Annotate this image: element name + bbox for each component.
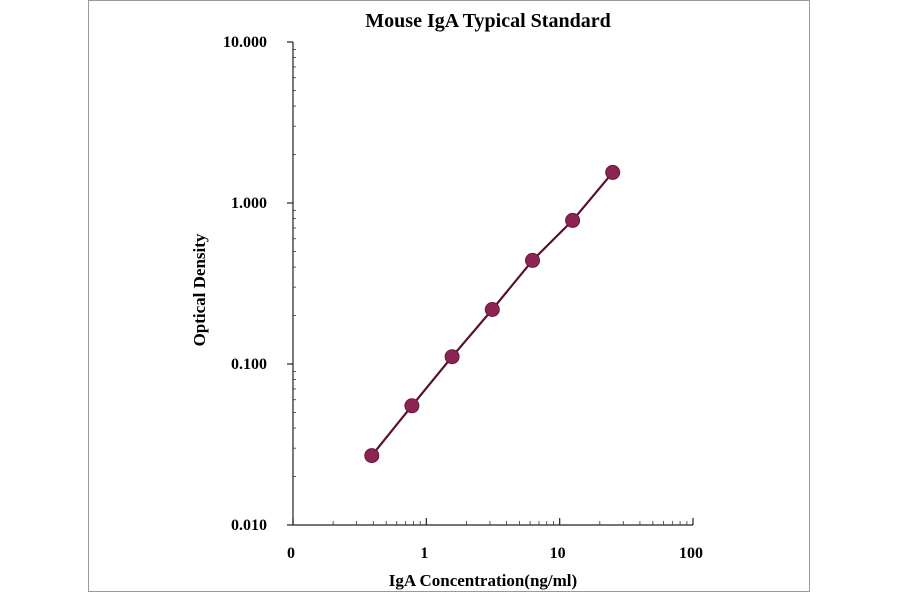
y-axis-label: Optical Density bbox=[190, 233, 209, 346]
y-tick-label: 0.010 bbox=[231, 517, 267, 534]
chart-frame bbox=[88, 0, 810, 592]
data-point bbox=[565, 212, 581, 228]
data-point bbox=[444, 349, 460, 365]
axes: 0.010 0.100 1.000 10.000 0 1 10 100 bbox=[223, 34, 703, 562]
x-tick-label: 0 bbox=[287, 545, 295, 562]
data-point bbox=[484, 302, 500, 317]
data-point bbox=[525, 252, 540, 268]
data-point bbox=[404, 398, 420, 414]
series-layer bbox=[364, 164, 621, 464]
x-axis-label: IgA Concentration(ng/ml) bbox=[389, 571, 577, 590]
x-tick-label: 1 bbox=[420, 545, 428, 562]
data-point bbox=[364, 448, 380, 464]
y-tick-label: 0.100 bbox=[231, 356, 267, 373]
x-tick-label: 10 bbox=[550, 545, 566, 562]
y-tick-label: 1.000 bbox=[231, 195, 267, 212]
x-tick-label: 100 bbox=[679, 545, 703, 562]
y-tick-label: 10.000 bbox=[223, 34, 267, 51]
data-point bbox=[605, 164, 621, 180]
chart-title: Mouse IgA Typical Standard bbox=[365, 10, 610, 32]
